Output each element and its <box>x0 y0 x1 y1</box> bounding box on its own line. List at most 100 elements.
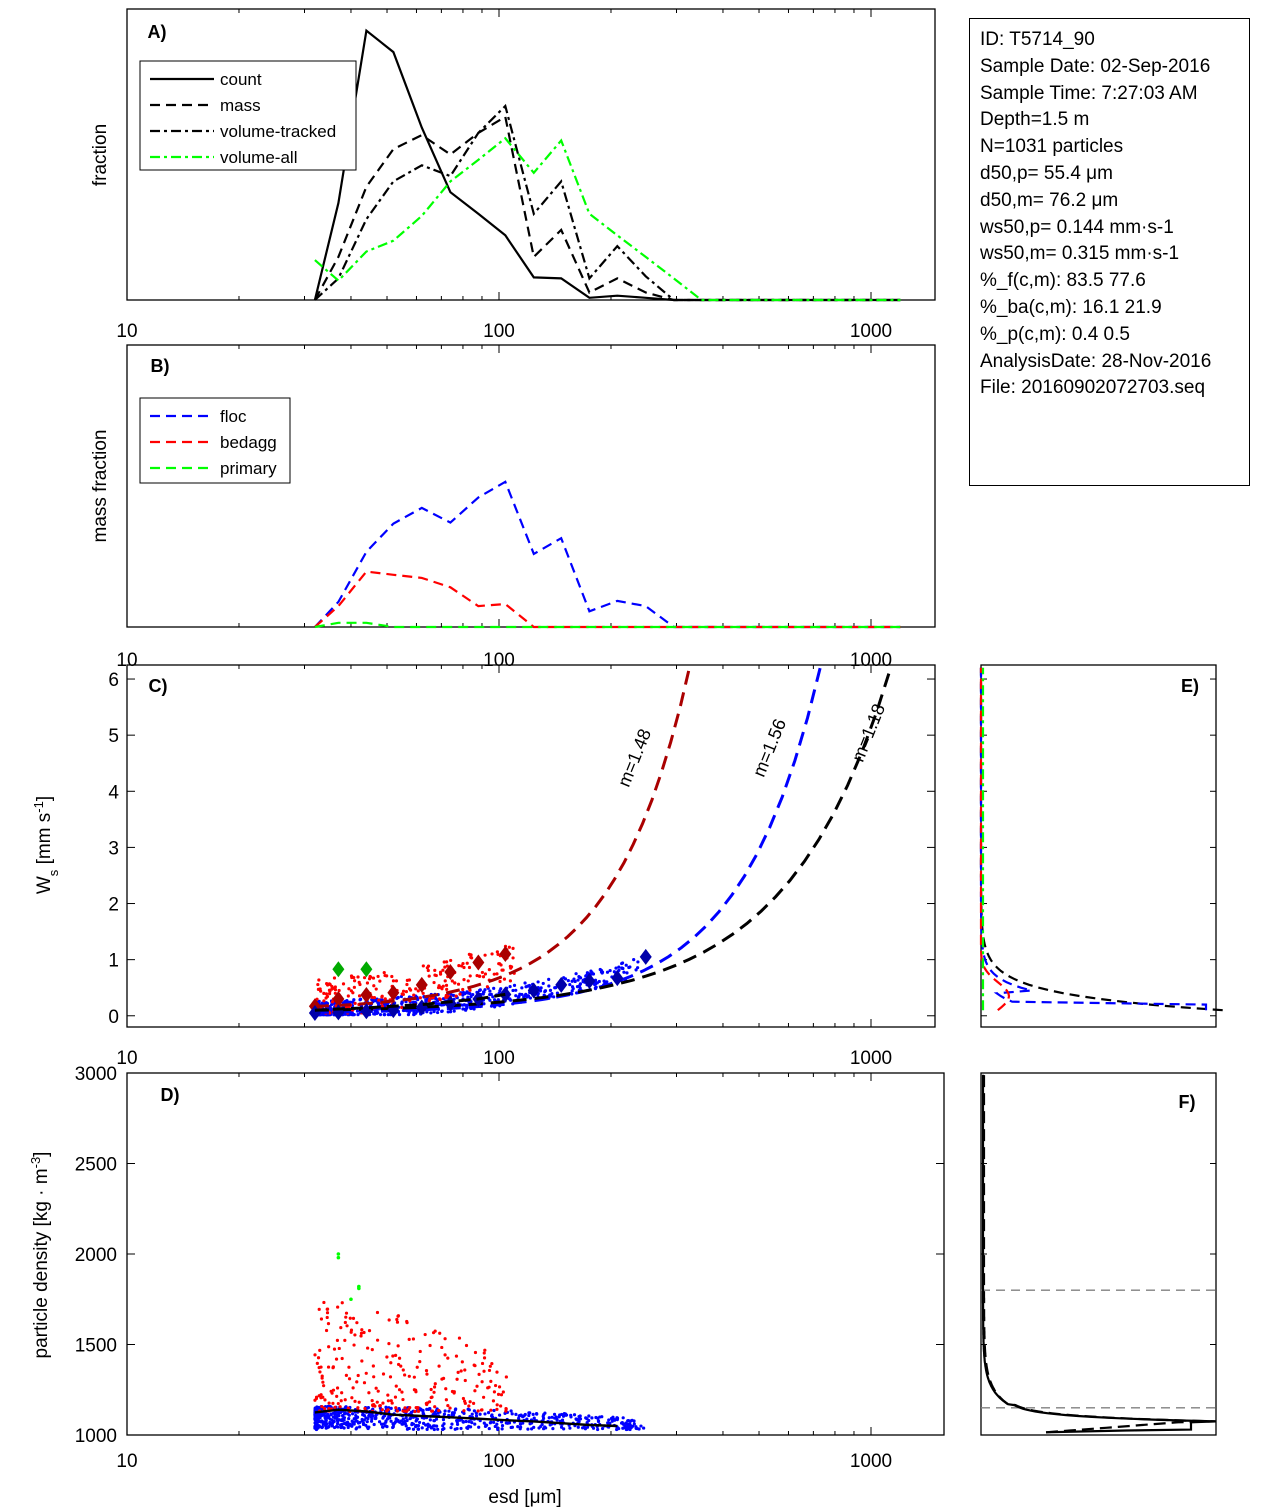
panel-d-bedagg-point <box>397 1388 402 1392</box>
panel-c-floc-point <box>436 1010 440 1015</box>
panel-c-floc-point <box>461 993 465 997</box>
panel-a-series-mass <box>313 115 901 302</box>
panel-d-floc-point <box>343 1406 347 1410</box>
panel-d-floc-point <box>391 1425 395 1430</box>
panel-d-bedagg-point <box>336 1401 340 1406</box>
panel-c-bedagg-point <box>357 994 362 998</box>
panel-d-bedagg-point <box>349 1330 353 1334</box>
panel-d-floc-point <box>509 1425 513 1430</box>
panel-d-bedagg-point <box>477 1372 481 1377</box>
panel-d-bedagg-point <box>389 1399 393 1403</box>
panel-c-bedagg-point <box>416 989 420 993</box>
panel-d-floc-point <box>365 1420 369 1424</box>
panel-c-diamond-bedagg <box>472 954 485 971</box>
panel-d-floc-point <box>585 1417 589 1421</box>
panel-d-bedagg-point <box>400 1390 404 1394</box>
panel-d-primary-point <box>336 1252 341 1256</box>
panel-d-x-tick-label: 100 <box>483 1451 515 1472</box>
panel-d-floc-point <box>365 1425 369 1429</box>
panel-d-floc-point <box>610 1417 614 1421</box>
panel-d-bedagg-point <box>335 1394 339 1399</box>
panel-d-bedagg-point <box>352 1343 356 1347</box>
panel-d-floc-point <box>590 1416 594 1420</box>
panel-c-floc-point <box>536 980 540 984</box>
panel-d-floc-point <box>358 1425 362 1429</box>
panel-c-bedagg-point <box>316 982 320 987</box>
panel-d-floc-point <box>335 1415 339 1419</box>
panel-d-floc-point <box>339 1418 344 1422</box>
panel-a-x-tick-label: 10 <box>116 321 137 342</box>
panel-c-bedagg-point <box>496 952 500 957</box>
info-ws50m: ws50,m= 0.315 mm·s-1 <box>980 243 1180 265</box>
panel-d-bedagg-point <box>375 1400 379 1404</box>
panel-c-bedagg-point <box>365 981 370 985</box>
panel-d-floc-point <box>426 1422 430 1426</box>
panel-d-floc-point <box>316 1424 320 1429</box>
panel-c-bedagg-point <box>487 967 491 972</box>
panel-d-floc-point <box>434 1417 439 1421</box>
panel-a-legend-label: volume-all <box>220 148 297 167</box>
panel-c-fit-curve <box>314 667 893 1012</box>
panel-d-bedagg-point <box>381 1372 386 1376</box>
panel-c-bedagg-point <box>353 1001 357 1005</box>
panel-d-floc-point <box>322 1421 326 1426</box>
panel-d-floc-point <box>523 1412 527 1417</box>
panel-d-bedagg-point <box>363 1406 367 1411</box>
panel-d-floc-point <box>544 1426 548 1430</box>
panel-c-bedagg-point <box>324 992 329 996</box>
panel-d-floc-point <box>642 1426 646 1430</box>
panel-d-x-tick-label: 1000 <box>850 1451 892 1472</box>
panel-d-bedagg-point <box>473 1389 477 1393</box>
panel-c-floc-point <box>452 1009 456 1013</box>
panel-d-bedagg-point <box>480 1380 484 1384</box>
panel-d-floc-point <box>491 1415 495 1419</box>
panel-d-bedagg-point <box>450 1389 455 1394</box>
panel-d-floc-point <box>372 1422 376 1427</box>
panel-d-floc-point <box>370 1412 374 1417</box>
panel-d-bedagg-point <box>393 1353 398 1357</box>
panel-d-xlabel: esd [μm] <box>488 1487 561 1508</box>
panel-c-bedagg-point <box>394 979 399 983</box>
panel-d-floc-point <box>608 1421 612 1425</box>
panel-c-bedagg-point <box>445 987 449 991</box>
panel-d-floc-point <box>335 1418 339 1422</box>
panel-d-bedagg-point <box>454 1354 459 1358</box>
panel-d-bedagg-point <box>367 1329 372 1333</box>
panel-d-floc-point <box>497 1413 502 1417</box>
panel-b-legend-label: primary <box>220 459 277 478</box>
panel-c-x-tick-label: 10 <box>116 1048 137 1069</box>
panel-d-bedagg-point <box>482 1356 487 1360</box>
panel-d-bedagg-point <box>440 1345 444 1350</box>
panel-c-bedagg-point <box>383 973 387 978</box>
panel-d-floc-point <box>637 1427 641 1431</box>
panel-a-axes <box>126 8 936 301</box>
panel-c-bedagg-point <box>322 999 326 1003</box>
panel-d-bedagg-point <box>344 1373 349 1377</box>
panel-d-floc-point <box>347 1416 351 1421</box>
panel-d-floc-point <box>411 1427 416 1431</box>
panel-b-series-bedagg <box>314 570 901 629</box>
panel-c-bedagg-point <box>458 992 462 996</box>
panel-d-floc-point <box>574 1417 578 1421</box>
panel-f-axes <box>980 1072 1217 1436</box>
panel-d-bedagg-point <box>473 1364 477 1368</box>
panel-c-bedagg-point <box>352 979 357 983</box>
panel-e-axes <box>980 664 1217 1028</box>
panel-c-floc-point <box>448 1010 453 1014</box>
panel-c-bedagg-point <box>511 956 515 960</box>
panel-c-floc-point <box>594 985 598 989</box>
panel-d-bedagg-point <box>343 1398 347 1402</box>
panel-d-floc-point <box>615 1416 619 1420</box>
panel-d-floc-point <box>519 1425 523 1429</box>
panel-c-floc-point <box>488 993 492 997</box>
panel-c-floc-point <box>399 994 403 999</box>
panel-d-bedagg-point <box>340 1391 344 1395</box>
panel-d-floc-point <box>531 1412 535 1417</box>
panel-d-floc-point <box>373 1416 377 1421</box>
panel-c-diamond-floc <box>499 986 512 1003</box>
panel-c-bedagg-point <box>502 977 507 981</box>
panel-c-floc-point <box>620 961 624 966</box>
panel-c-y-tick-label: 1 <box>108 951 119 972</box>
panel-d-bedagg-point <box>397 1356 402 1360</box>
panel-c-diamond-bedagg <box>444 963 457 980</box>
